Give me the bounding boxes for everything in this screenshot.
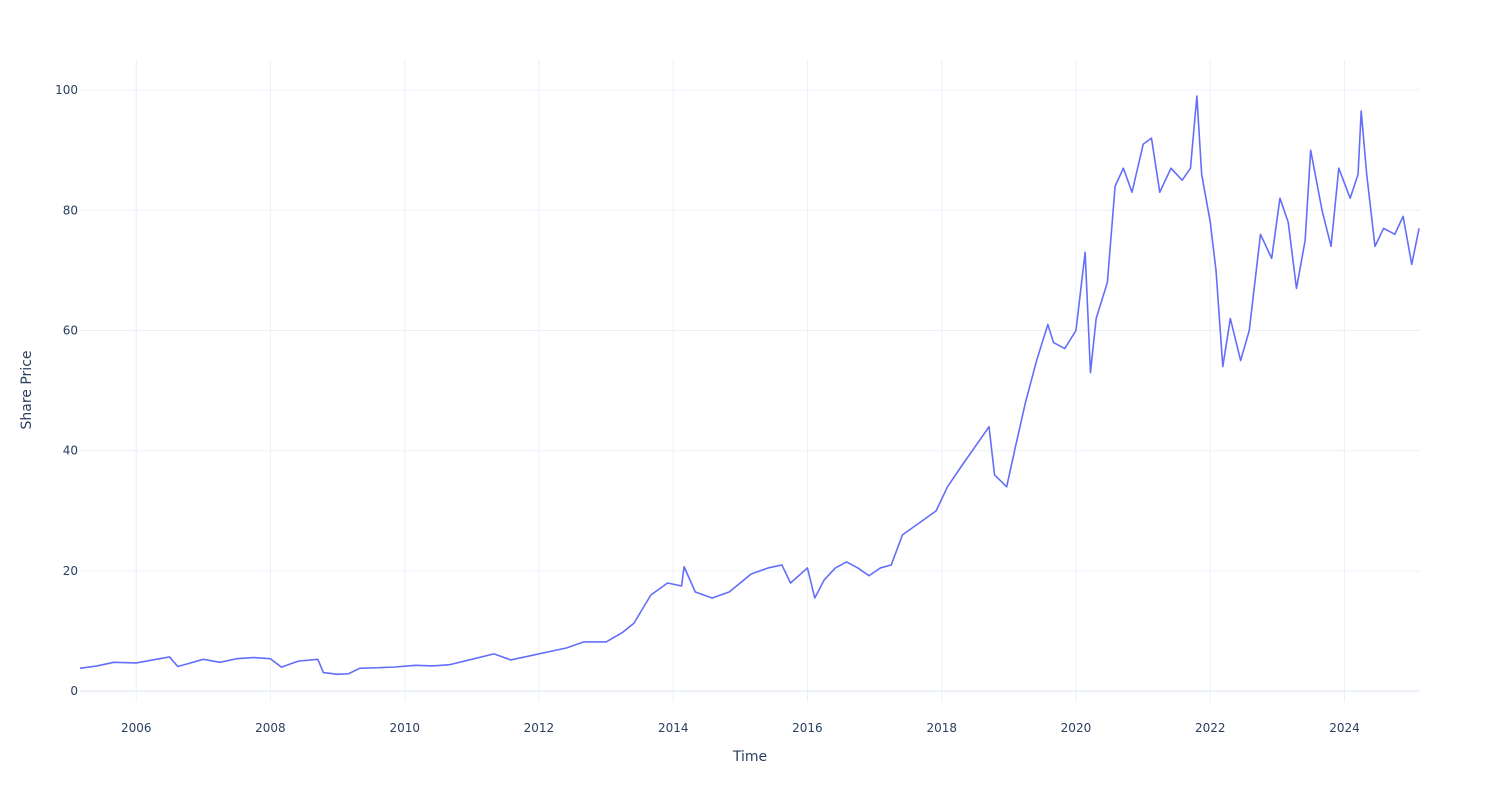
y-tick-label: 60 — [63, 324, 78, 338]
share-price-line — [79, 95, 1420, 676]
x-axis-ticks: 2006 2008 2010 2012 2014 2016 2018 2020 2022 2024 — [121, 721, 1360, 735]
y-tick-label: 20 — [63, 564, 78, 578]
y-tick-label: 40 — [63, 444, 78, 458]
x-tick-label: 2012 — [524, 721, 555, 735]
x-axis-title: Time — [732, 749, 767, 765]
x-tick-label: 2024 — [1329, 721, 1360, 735]
x-tick-label: 2022 — [1195, 721, 1226, 735]
y-axis-title: Share Price — [19, 350, 35, 429]
x-tick-label: 2008 — [255, 721, 286, 735]
x-tick-label: 2016 — [792, 721, 823, 735]
plot-area — [79, 95, 1420, 676]
x-tick-label: 2006 — [121, 721, 152, 735]
y-tick-label: 80 — [63, 203, 78, 217]
x-tick-label: 2020 — [1061, 721, 1092, 735]
x-tick-label: 2014 — [658, 721, 689, 735]
y-axis-ticks: 0 20 40 60 80 100 — [55, 83, 78, 698]
gridlines — [80, 60, 1420, 702]
y-tick-label: 100 — [55, 83, 78, 97]
x-tick-label: 2010 — [389, 721, 420, 735]
y-tick-label: 0 — [70, 684, 78, 698]
x-tick-label: 2018 — [927, 721, 958, 735]
